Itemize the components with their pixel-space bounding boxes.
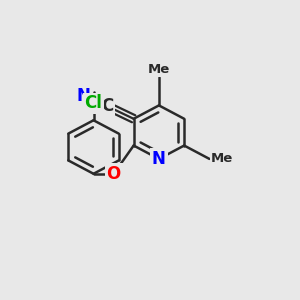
Text: C: C	[101, 97, 113, 115]
Text: O: O	[106, 165, 121, 183]
Text: Me: Me	[148, 63, 170, 76]
Text: Cl: Cl	[85, 94, 103, 112]
Text: N: N	[152, 150, 166, 168]
Text: Me: Me	[211, 152, 233, 165]
Text: N: N	[76, 87, 90, 105]
